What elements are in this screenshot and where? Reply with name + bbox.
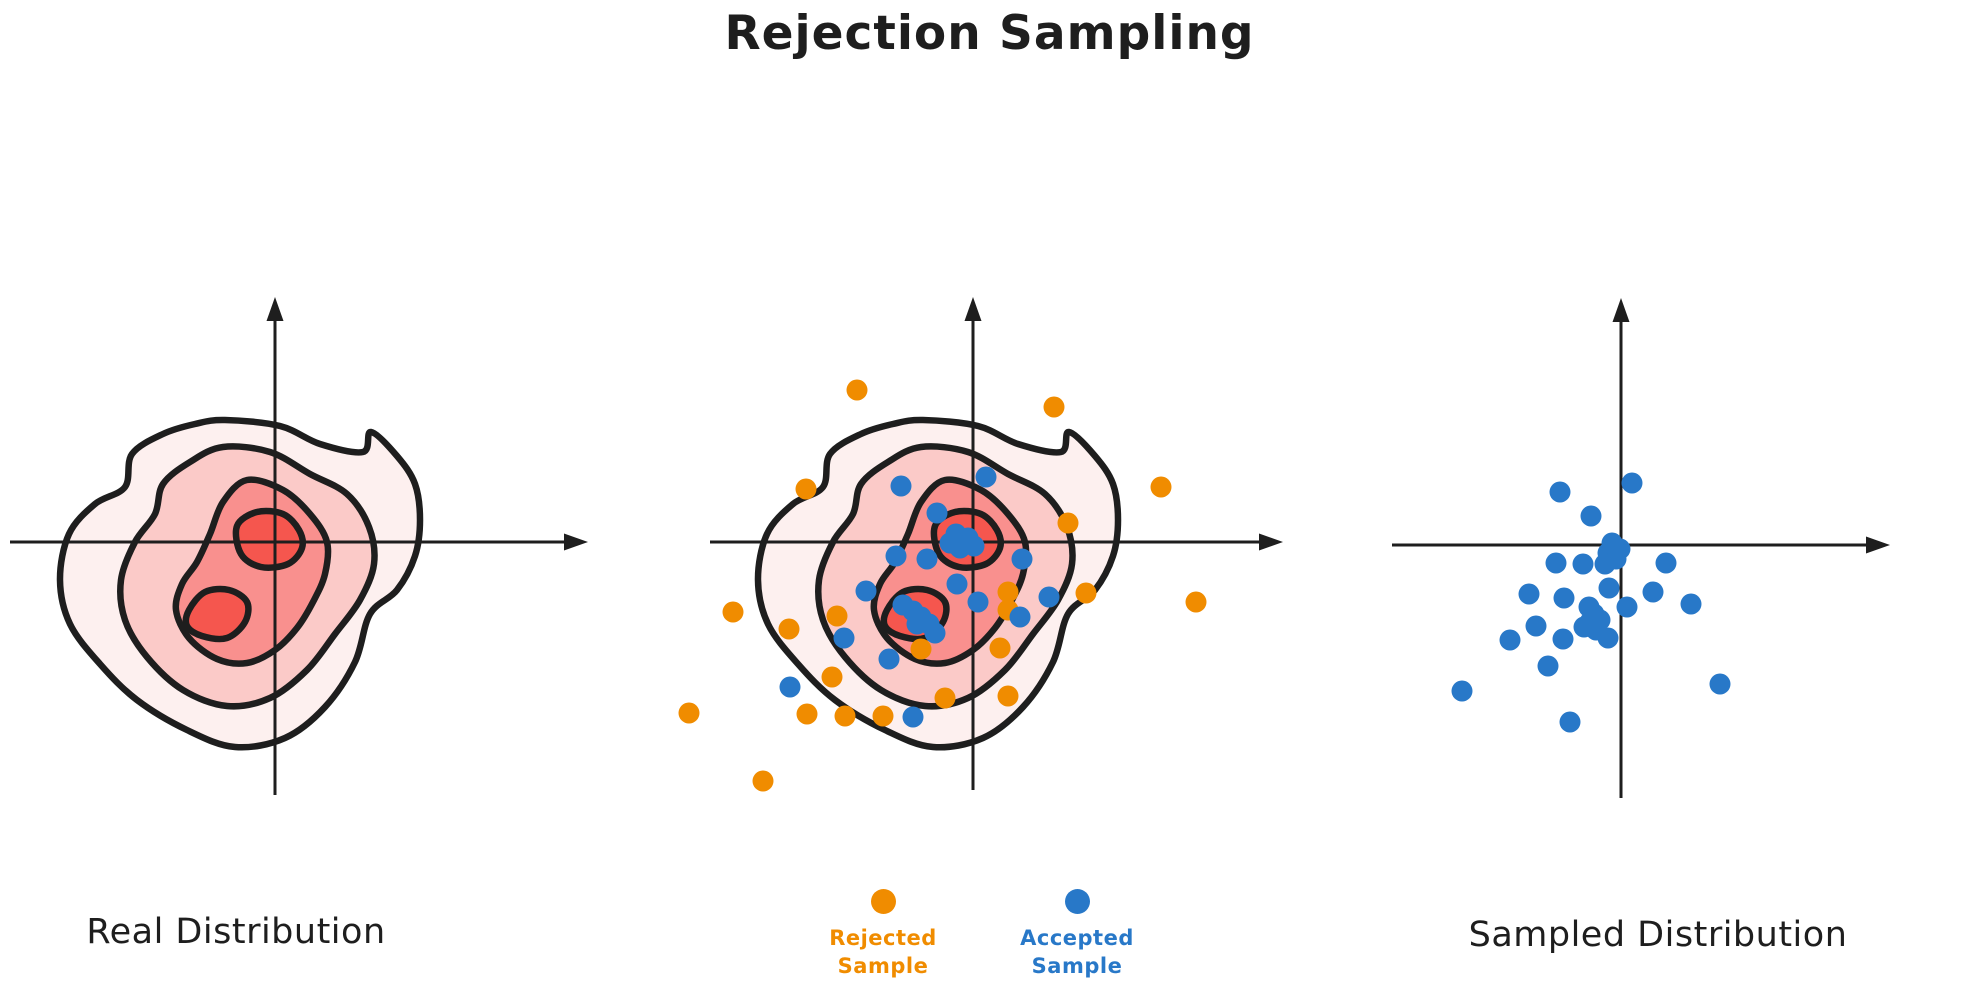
rejected-sample-dot — [997, 581, 1019, 603]
accepted-sample-dot — [924, 622, 946, 644]
accepted-sample-dot — [833, 627, 855, 649]
real-contour-line-level-4-peak-lower-left — [182, 585, 252, 643]
rejected-sample-dot — [1057, 512, 1079, 534]
rejected-sample-dot — [910, 638, 932, 660]
sampled-dot — [1598, 577, 1620, 599]
accepted-sample-dot — [916, 548, 938, 570]
sampled-dot — [1580, 505, 1602, 527]
sampled-dot — [1518, 583, 1540, 605]
rejected-sample-dot — [821, 666, 843, 688]
figure-title: Rejection Sampling — [724, 6, 1255, 61]
rejected-sample-dot — [722, 601, 744, 623]
real-contour-fill-level-4-peak-origin — [235, 510, 303, 568]
sampled-dot — [1549, 481, 1571, 503]
rejected-sample-dot — [934, 687, 956, 709]
real-contour-fill-level-4-peak-lower-left — [185, 589, 249, 639]
rejected-sample-dot — [997, 685, 1019, 707]
accepted-sample-dot — [779, 676, 801, 698]
accepted-sample-dot — [890, 475, 912, 497]
accepted-sample-dot — [926, 502, 948, 524]
sampled-dot — [1572, 553, 1594, 575]
accepted-sample-dot — [1011, 548, 1033, 570]
rejected-sample-dot — [1043, 396, 1065, 418]
sampling-y-axis-arrow-icon — [964, 297, 982, 321]
rejected-sample-legend-label: Rejected Sample — [829, 924, 937, 981]
real-contour-line-level-3 — [172, 476, 332, 667]
real-x-axis-arrow-icon — [564, 533, 588, 551]
sampled-dot — [1621, 472, 1643, 494]
sampled-dot — [1709, 673, 1731, 695]
rejected-sample-dot — [778, 618, 800, 640]
real-contour-line-level-2 — [117, 443, 378, 710]
sampled-dot — [1545, 552, 1567, 574]
rejected-sample-dot — [1150, 476, 1172, 498]
accepted-sample-dot — [1009, 606, 1031, 628]
rejected-sample-dot — [752, 770, 774, 792]
sampled-dot — [1616, 596, 1638, 618]
sampled-dot — [1597, 627, 1619, 649]
accepted-sample-dot — [975, 466, 997, 488]
rejected-sample-dot — [846, 379, 868, 401]
real-contour-line-level-4-peak-origin — [232, 507, 306, 571]
sampled-dot — [1552, 628, 1574, 650]
accepted-sample-dot — [855, 580, 877, 602]
sampled-dot — [1537, 655, 1559, 677]
accepted-sample-dot — [906, 613, 928, 635]
rejected-sample-legend-dot — [870, 889, 896, 914]
rejected-legend-line2: Sample — [837, 954, 929, 979]
sampled-dot — [1525, 615, 1547, 637]
accepted-sample-dot — [946, 573, 968, 595]
rejected-sample-dot — [826, 605, 848, 627]
accepted-sample-dot — [1038, 586, 1060, 608]
sampled-dot — [1451, 680, 1473, 702]
sampled-dot — [1594, 553, 1616, 575]
legend-accepted-sample: Accepted Sample — [987, 889, 1167, 981]
sampled-dot — [1499, 629, 1521, 651]
rejected-legend-line1: Rejected — [829, 926, 937, 950]
rejected-sample-dot — [872, 705, 894, 727]
sampled-dot — [1553, 587, 1575, 609]
rejected-sample-dot — [1075, 582, 1097, 604]
accepted-sample-dot — [885, 545, 907, 567]
accepted-legend-line1: Accepted — [1020, 926, 1134, 950]
rejected-sample-dot — [796, 703, 818, 725]
caption-real-distribution: Real Distribution — [86, 912, 386, 952]
accepted-sample-dot — [939, 532, 961, 554]
accepted-sample-legend-dot — [1064, 889, 1090, 914]
accepted-legend-line2: Sample — [1031, 954, 1123, 979]
rejected-sample-dot — [678, 702, 700, 724]
accepted-sample-dot — [902, 706, 924, 728]
caption-sampled-distribution: Sampled Distribution — [1468, 915, 1848, 955]
sampled-x-axis-arrow-icon — [1866, 536, 1890, 554]
accepted-sample-dot — [878, 648, 900, 670]
real-contour-line-level-1-outer — [56, 416, 424, 751]
sampling-contour-line-level-4-peak-origin — [930, 507, 1004, 571]
real-y-axis-arrow-icon — [266, 297, 284, 321]
sampling-x-axis-arrow-icon — [1259, 533, 1283, 551]
sampled-dot — [1680, 593, 1702, 615]
sampled-dot — [1655, 552, 1677, 574]
rejected-sample-dot — [989, 637, 1011, 659]
sampling-contour-line-level-4-peak-lower-left — [880, 585, 950, 643]
rejected-sample-dot — [1185, 591, 1207, 613]
sampled-dot — [1559, 711, 1581, 733]
legend-rejected-sample: Rejected Sample — [793, 889, 973, 981]
sampled-dot — [1642, 581, 1664, 603]
rejected-sample-dot — [834, 705, 856, 727]
accepted-sample-dot — [967, 591, 989, 613]
rejected-sample-dot — [795, 478, 817, 500]
sampled-y-axis-arrow-icon — [1612, 298, 1630, 322]
accepted-sample-legend-label: Accepted Sample — [1020, 924, 1134, 981]
